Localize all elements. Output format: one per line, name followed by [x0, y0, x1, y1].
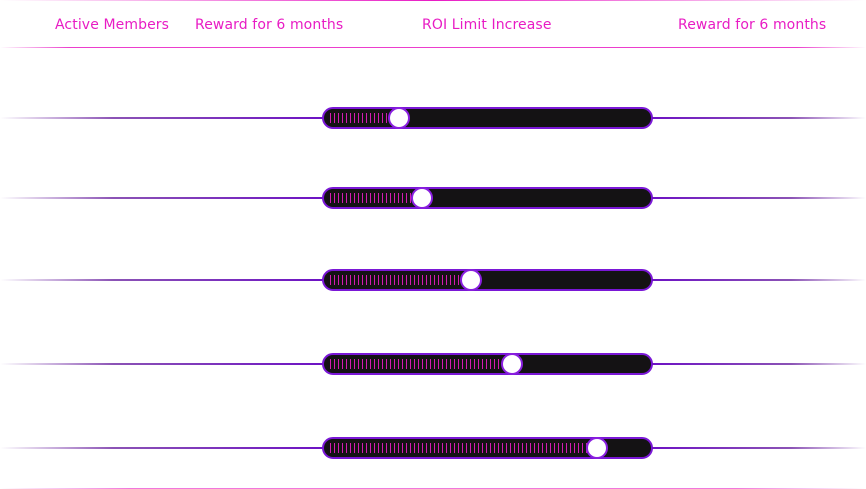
slider-row	[0, 352, 866, 376]
row-line-left	[0, 363, 323, 365]
row-line-left	[0, 117, 323, 119]
slider-row	[0, 268, 866, 292]
roi-slider-thumb[interactable]	[411, 187, 434, 209]
slider-row	[0, 436, 866, 460]
header-active-members: Active Members	[55, 17, 170, 33]
roi-slider-track[interactable]	[322, 187, 653, 209]
roi-slider-track[interactable]	[322, 269, 653, 291]
header-reward-6-months: Reward for 6 months	[195, 17, 344, 33]
roi-slider-track[interactable]	[322, 437, 653, 459]
roi-slider-thumb[interactable]	[501, 353, 524, 375]
row-line-right	[652, 117, 866, 119]
row-line-right	[652, 363, 866, 365]
slider-row	[0, 186, 866, 210]
row-line-right	[652, 279, 866, 281]
roi-slider-fill	[330, 113, 392, 123]
row-line-left	[0, 197, 323, 199]
header-reward-6-months-right: Reward for 6 months	[678, 17, 827, 33]
row-line-left	[0, 447, 323, 449]
roi-slider-thumb[interactable]	[460, 269, 483, 291]
row-line-left	[0, 279, 323, 281]
slider-row	[0, 106, 866, 130]
roi-slider-fill	[330, 443, 590, 453]
roi-slider-fill	[330, 359, 505, 369]
top-divider	[0, 0, 866, 1]
row-line-right	[652, 447, 866, 449]
header-divider	[0, 47, 866, 48]
table-header: Active Members Reward for 6 months ROI L…	[0, 0, 866, 48]
roi-slider-track[interactable]	[322, 353, 653, 375]
row-line-right	[652, 197, 866, 199]
roi-slider-track[interactable]	[322, 107, 653, 129]
header-roi-limit-increase: ROI Limit Increase	[422, 17, 552, 33]
roi-slider-thumb[interactable]	[388, 107, 411, 129]
roi-slider-fill	[330, 193, 415, 203]
roi-slider-thumb[interactable]	[586, 437, 609, 459]
roi-slider-fill	[330, 275, 464, 285]
